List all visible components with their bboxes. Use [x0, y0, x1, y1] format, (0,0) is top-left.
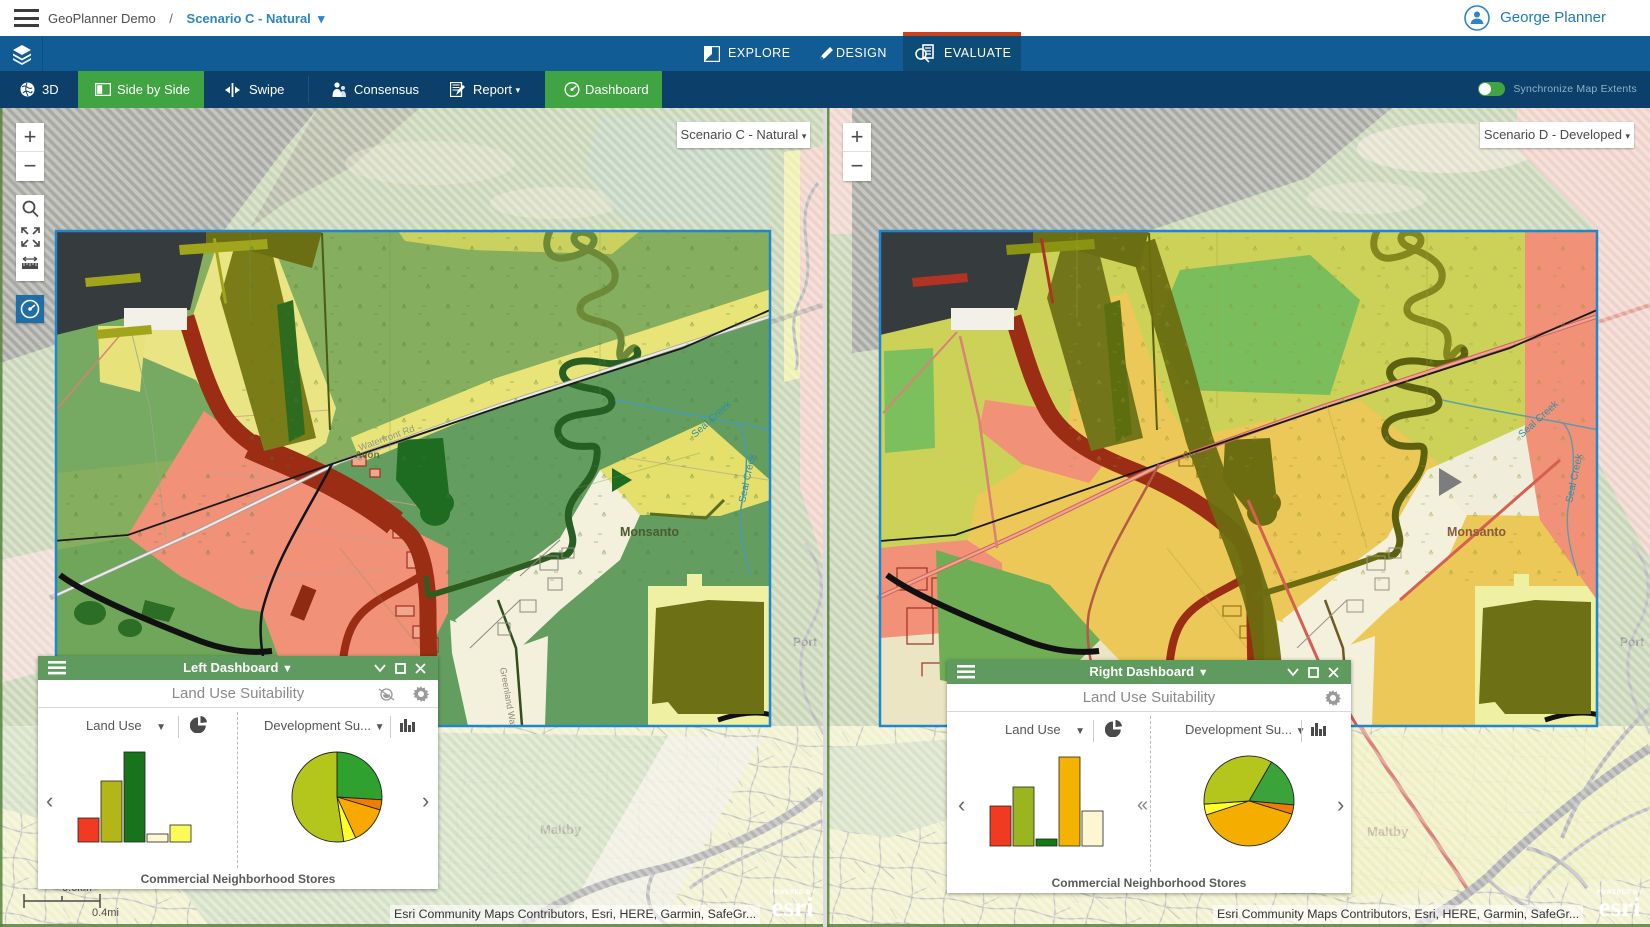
svg-text:Monsanto: Monsanto	[1447, 525, 1506, 539]
svg-text:0.4mi: 0.4mi	[92, 907, 119, 919]
svg-text:Monsanto: Monsanto	[620, 525, 679, 539]
svg-text:Avon: Avon	[355, 450, 380, 461]
svg-text:Avon: Avon	[1182, 450, 1207, 461]
